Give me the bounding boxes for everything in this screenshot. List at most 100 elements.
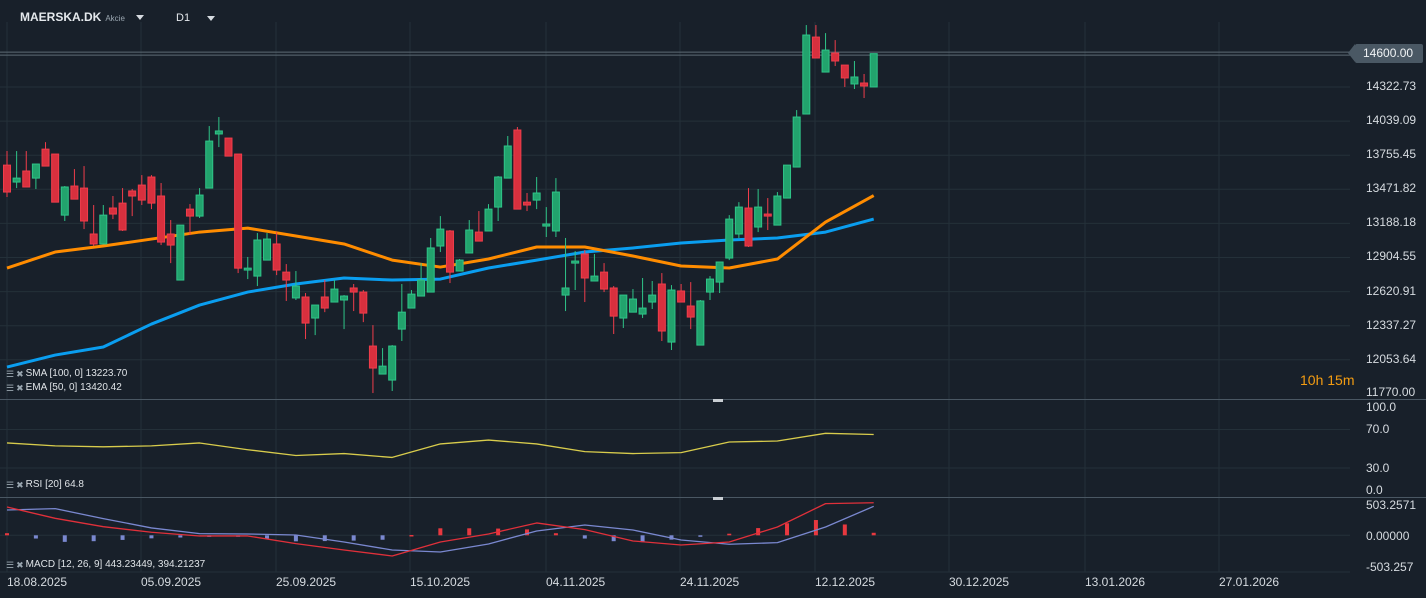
candle-up (243, 267, 252, 271)
date-axis-label: 27.01.2026 (1219, 575, 1280, 589)
macd-histogram-bar (293, 535, 298, 542)
macd-histogram-bar (553, 533, 558, 536)
candle-up (802, 34, 811, 115)
date-axis-label: 04.11.2025 (546, 575, 606, 589)
macd-line (6, 502, 874, 557)
pane-resize-handle[interactable] (713, 497, 723, 500)
candle-down (840, 64, 849, 79)
macd-histogram-bar (351, 535, 356, 541)
candle-down (600, 271, 609, 290)
macd-axis-label: 503.2571 (1366, 498, 1417, 512)
candle-down (831, 52, 840, 62)
candle-down (80, 187, 89, 222)
close-icon[interactable]: ✖ (16, 480, 24, 490)
rsi-legend: ☰ ✖ RSI [20] 64.8 (6, 479, 84, 491)
candle-up (340, 295, 349, 301)
date-axis-label: 25.09.2025 (276, 575, 337, 589)
candle-down (686, 305, 695, 318)
close-icon[interactable]: ✖ (16, 560, 24, 570)
pane-resize-handle[interactable] (713, 399, 723, 402)
macd-histogram-bar (120, 535, 125, 540)
macd-label: MACD [12, 26, 9] 443.23449, 394.21237 (25, 559, 206, 570)
close-icon[interactable]: ✖ (16, 369, 24, 379)
candle-down (513, 129, 522, 210)
candle-up (311, 304, 320, 319)
candle-up (503, 145, 512, 179)
candle-up (176, 224, 185, 281)
date-axis-label: 30.12.2025 (949, 575, 1010, 589)
macd-histogram-bar (698, 535, 703, 537)
candle-down (763, 213, 772, 217)
candle-up (648, 294, 657, 303)
macd-histogram-bar (149, 535, 154, 539)
candle-down (89, 233, 98, 245)
candle-up (715, 261, 724, 283)
macd-histogram-bar (525, 529, 530, 536)
macd-histogram-bar (756, 528, 761, 536)
macd-histogram-bar (5, 533, 9, 536)
date-axis-label: 12.12.2025 (815, 575, 876, 589)
candle-up (465, 229, 474, 254)
macd-histogram-bar (467, 528, 472, 536)
rsi-axis-label: 70.0 (1366, 422, 1390, 436)
candle-down (657, 283, 666, 332)
macd-histogram-bar (409, 535, 414, 537)
macd-histogram-bar (813, 520, 818, 536)
symbol-name: MAERSKA.DK (20, 10, 102, 24)
candle-down (580, 253, 589, 279)
candle-down (224, 137, 233, 157)
candle-down (474, 231, 483, 242)
rsi-line (6, 432, 874, 459)
macd-histogram-bar (33, 535, 38, 539)
candle-down (166, 233, 175, 246)
candle-down (147, 176, 156, 204)
candle-down (128, 190, 137, 197)
close-icon[interactable]: ✖ (16, 383, 24, 393)
candle-up (291, 285, 300, 299)
candle-up (696, 300, 705, 346)
chevron-down-icon[interactable] (207, 15, 216, 21)
rsi-axis-label: 30.0 (1366, 461, 1390, 475)
ema-line (6, 194, 875, 270)
chevron-down-icon[interactable] (136, 15, 145, 21)
candle-up (792, 116, 801, 168)
price-axis-label: 12053.64 (1366, 351, 1417, 366)
ema-label: EMA [50, 0] 13420.42 (25, 382, 122, 393)
instrument-type: Akcie (105, 14, 125, 23)
candle-up (388, 345, 397, 381)
candle-down (368, 345, 377, 369)
candle-down (359, 291, 368, 314)
candle-down (445, 230, 454, 273)
candle-down (51, 153, 60, 203)
candle-countdown: 10h 15m (1300, 372, 1355, 388)
timeframe-selector[interactable]: D1 (176, 12, 216, 24)
candle-up (532, 192, 541, 201)
candle-up (99, 214, 108, 245)
rsi-axis-label: 0.0 (1366, 483, 1383, 497)
candle-up (205, 140, 214, 189)
price-axis-label: 13188.18 (1366, 215, 1417, 230)
price-axis-label: 11770.00 (1366, 385, 1416, 399)
candle-up (60, 186, 69, 216)
candle-up (571, 260, 580, 264)
settings-icon[interactable]: ☰ (6, 480, 15, 490)
candle-up (214, 130, 223, 135)
candle-down (157, 195, 166, 243)
symbol-selector[interactable]: MAERSKA.DK Akcie (20, 10, 145, 24)
macd-histogram-bar (265, 535, 270, 539)
candle-down (523, 201, 532, 206)
macd-histogram-bar (91, 535, 96, 542)
sma-label: SMA [100, 0] 13223.70 (25, 368, 128, 379)
candle-down (70, 185, 79, 200)
date-axis-label: 15.10.2025 (410, 575, 471, 589)
settings-icon[interactable]: ☰ (6, 383, 15, 393)
macd-histogram-bar (640, 535, 645, 543)
settings-icon[interactable]: ☰ (6, 369, 15, 379)
timeframe-label: D1 (176, 12, 191, 24)
macd-histogram-bar (322, 535, 327, 542)
candle-up (850, 76, 859, 85)
macd-signal-line (6, 505, 874, 553)
candle-up (12, 177, 21, 183)
settings-icon[interactable]: ☰ (6, 560, 15, 570)
